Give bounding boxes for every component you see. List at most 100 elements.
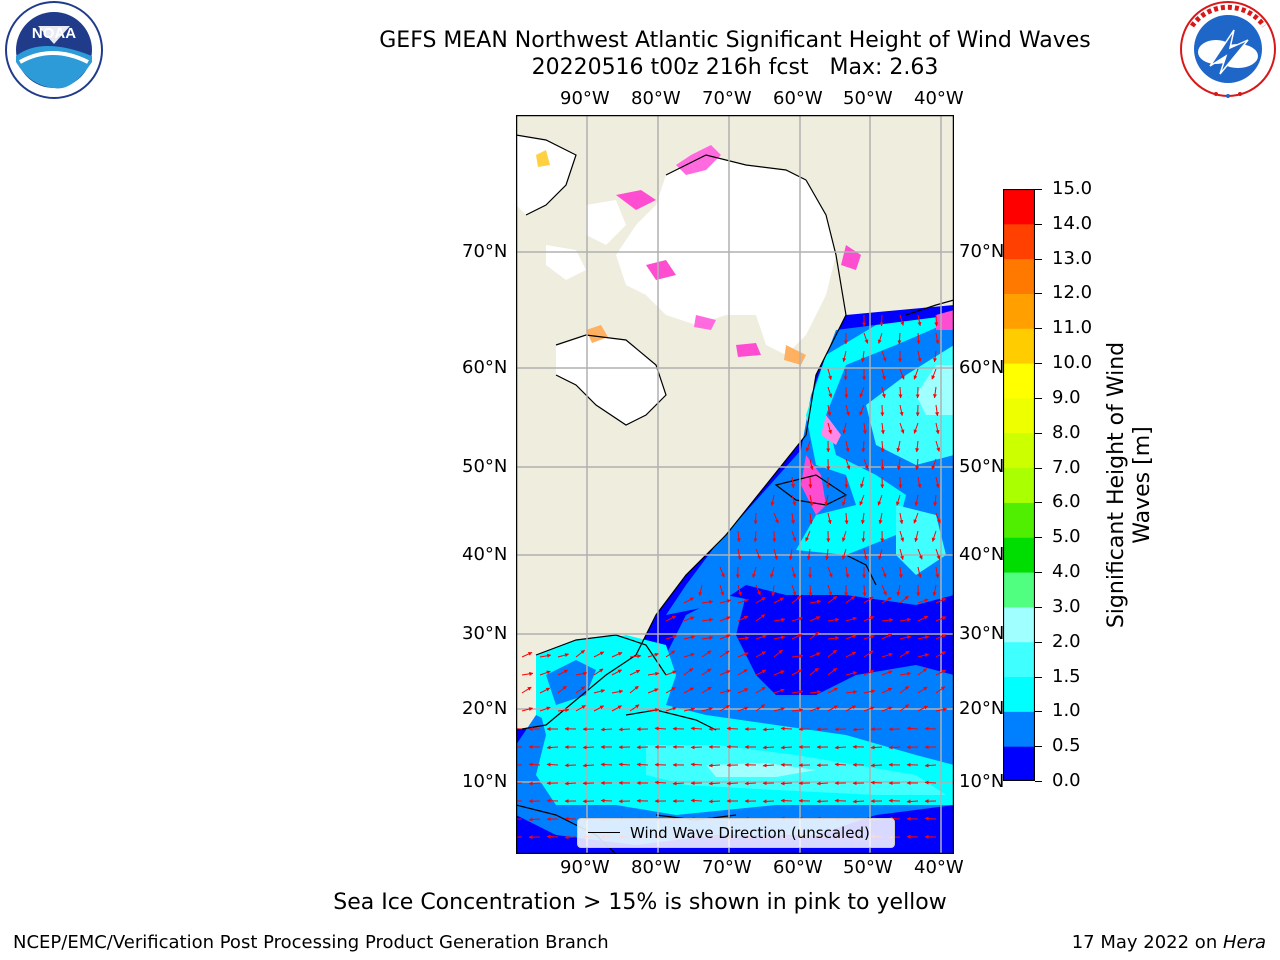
wind-wave-arrow	[827, 368, 832, 380]
wind-wave-arrow	[629, 704, 640, 712]
wind-wave-arrow	[933, 350, 937, 363]
wind-wave-arrow	[881, 350, 887, 362]
wind-wave-arrow	[841, 494, 847, 506]
colorbar-tick-label: 15.0	[1052, 178, 1093, 199]
map-title: GEFS MEAN Northwest Atlantic Significant…	[379, 28, 1091, 53]
legend-label: Wind Wave Direction (unscaled)	[630, 824, 870, 842]
wind-wave-arrow	[808, 476, 813, 489]
wind-wave-arrow	[755, 651, 766, 658]
wind-wave-arrow	[827, 667, 838, 676]
wind-wave-arrow	[737, 598, 749, 604]
colorbar-segment	[1003, 711, 1035, 747]
wind-wave-arrow	[827, 386, 833, 398]
wind-wave-arrow	[878, 548, 883, 560]
colorbar-tick-label: 2.0	[1052, 630, 1081, 652]
wind-wave-arrow	[924, 726, 937, 731]
wind-wave-arrow	[859, 404, 865, 416]
wind-wave-arrow	[881, 652, 893, 658]
footer-host: Hera	[1222, 932, 1266, 953]
wind-wave-arrow	[683, 668, 694, 676]
wind-wave-arrow	[844, 512, 849, 525]
wind-wave-arrow	[780, 781, 793, 786]
wind-wave-arrow	[917, 686, 928, 694]
wind-wave-arrow	[557, 669, 569, 676]
wind-wave-arrow	[809, 458, 814, 471]
wind-wave-arrow	[881, 633, 893, 640]
wind-wave-arrow	[863, 458, 869, 470]
wind-wave-arrow	[809, 631, 820, 640]
wind-wave-arrow	[845, 671, 857, 676]
wind-wave-arrow	[834, 745, 847, 750]
wind-wave-arrow	[773, 635, 786, 640]
lat-label-right: 70°N	[959, 241, 1005, 262]
wind-wave-arrow	[539, 670, 551, 676]
wind-wave-arrow	[863, 650, 874, 658]
wind-wave-arrow	[719, 689, 731, 694]
wind-wave-arrow	[629, 654, 642, 659]
lon-label-bottom: 80°W	[631, 857, 681, 878]
wind-wave-arrow	[773, 597, 785, 604]
wind-wave-arrow	[809, 616, 821, 622]
colorbar-tick-mark	[1035, 781, 1042, 782]
wind-wave-arrow	[593, 651, 605, 658]
wind-wave-arrow	[852, 799, 865, 804]
wind-wave-arrow	[611, 705, 622, 712]
wind-wave-arrow	[539, 653, 552, 658]
wind-wave-arrow	[881, 618, 894, 623]
wind-wave-arrow	[600, 727, 613, 732]
wind-wave-arrow	[809, 652, 821, 658]
wind-wave-arrow	[770, 566, 775, 578]
wind-wave-arrow	[629, 669, 641, 676]
lon-label-top: 90°W	[560, 88, 610, 109]
wind-wave-arrow	[791, 476, 795, 489]
colorbar-tick-mark	[1035, 258, 1042, 260]
wind-wave-arrow	[880, 440, 885, 453]
colorbar-tick-mark	[1035, 537, 1042, 539]
wind-wave-arrow	[762, 727, 775, 732]
colorbar-segment	[1003, 397, 1035, 434]
wind-wave-arrow	[575, 686, 586, 694]
wind-wave-arrow	[827, 687, 839, 694]
wind-wave-arrow	[772, 530, 777, 543]
wind-wave-arrow	[841, 530, 847, 542]
lat-label-right: 50°N	[959, 456, 1005, 477]
wind-wave-arrow	[899, 671, 912, 676]
wind-wave-arrow	[593, 705, 605, 712]
ice-covered-region	[516, 135, 836, 425]
wind-wave-arrow	[564, 763, 577, 768]
wind-wave-arrow	[808, 584, 813, 597]
colorbar-tick-label: 10.0	[1052, 352, 1093, 374]
wind-wave-arrow	[914, 530, 919, 543]
wind-wave-arrow	[935, 651, 946, 658]
colorbar-tick-mark	[1035, 467, 1042, 469]
wind-wave-arrow	[647, 688, 659, 694]
wind-wave-arrow	[825, 548, 830, 561]
wind-wave-arrow	[546, 834, 559, 839]
wind-wave-arrow	[665, 615, 677, 622]
map-frame	[516, 115, 954, 854]
wind-wave-arrow	[898, 566, 903, 579]
wind-wave-arrow	[773, 512, 779, 524]
wind-wave-arrow	[809, 599, 822, 604]
wind-wave-arrow	[852, 727, 865, 732]
wave-height-map	[516, 115, 954, 854]
wind-wave-arrow	[917, 548, 923, 560]
lat-label-right: 60°N	[959, 357, 1005, 378]
wind-wave-arrow	[683, 597, 695, 604]
wind-wave-arrow	[915, 440, 920, 453]
wind-wave-arrow	[917, 615, 929, 622]
wind-wave-arrow	[870, 745, 883, 750]
wind-wave-arrow	[564, 781, 577, 786]
wind-wave-arrow	[845, 458, 851, 470]
colorbar-segment	[1003, 502, 1035, 538]
lat-label-left: 30°N	[462, 623, 508, 644]
wind-wave-arrow	[528, 781, 541, 786]
wind-wave-arrow	[600, 762, 613, 767]
wind-wave-arrow	[755, 614, 766, 622]
wind-wave-arrow	[719, 670, 731, 676]
wind-wave-arrow	[913, 368, 919, 380]
wind-wave-arrow	[737, 584, 742, 596]
legend-line-swatch	[588, 832, 620, 833]
footer-date-text: 17 May 2022 on	[1071, 932, 1223, 953]
wind-wave-arrow	[719, 704, 730, 712]
